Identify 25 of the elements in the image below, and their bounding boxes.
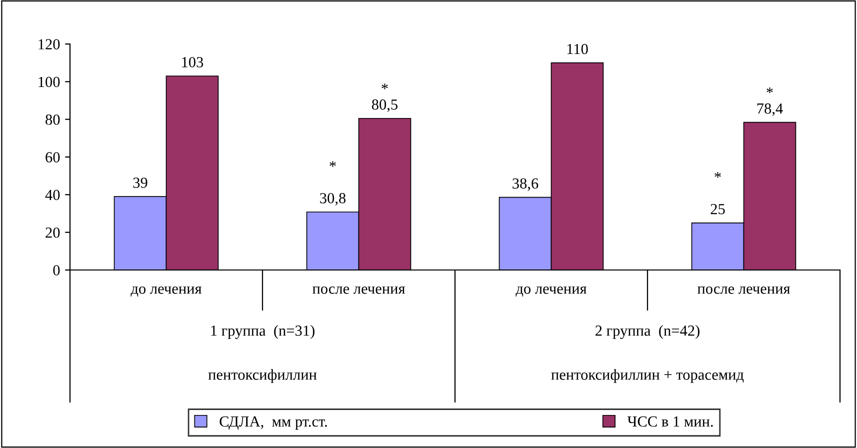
text: пентоксифиллин — [208, 369, 317, 383]
y-tick-label: 0 — [53, 265, 60, 276]
x-tick-label: после лечения — [697, 286, 790, 294]
data-label: * 80,5 — [372, 84, 398, 112]
x-tick-label: до лечения — [516, 286, 587, 297]
legend-label: ЧСС в 1 мин. — [627, 416, 713, 427]
y-tick-label: 40 — [45, 190, 60, 200]
data-label: 38,6 — [512, 178, 538, 191]
text: * 30,8 — [320, 161, 346, 206]
data-label: 39 — [133, 178, 148, 188]
data-label: * 78,4 — [757, 88, 783, 116]
y-tick-label: 100 — [38, 76, 60, 88]
data-label: 103 — [182, 57, 204, 68]
y-tick-label: 80 — [46, 114, 60, 125]
text: * 25 — [710, 172, 725, 214]
text: пентоксифиллин + торасемид — [551, 369, 744, 383]
y-tick-label: 20 — [46, 227, 60, 238]
text: 2 группа (n=42) — [596, 325, 700, 339]
x-tick-label: до лечения — [130, 286, 202, 297]
y-tick-label: 120 — [38, 39, 60, 50]
legend-label: СДЛА, мм рт.ст. — [220, 416, 327, 430]
text: 1 группа (n=31) — [211, 325, 314, 339]
data-label: 110 — [567, 44, 588, 54]
x-tick-label: после лечения — [312, 286, 406, 294]
y-tick-label: 60 — [46, 152, 60, 162]
